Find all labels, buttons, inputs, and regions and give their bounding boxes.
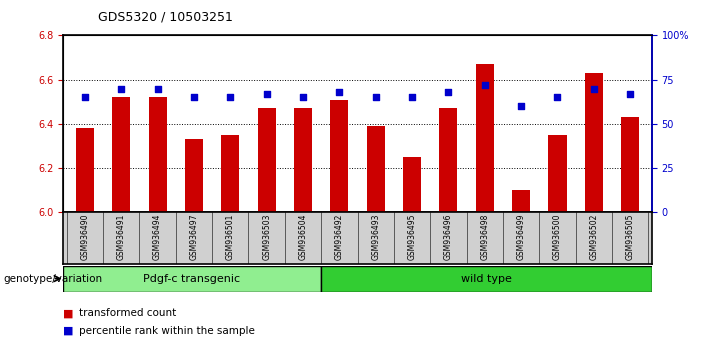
Text: transformed count: transformed count [79, 308, 176, 318]
Bar [512, 190, 530, 212]
Point [407, 95, 418, 100]
Point [334, 89, 345, 95]
Text: percentile rank within the sample: percentile rank within the sample [79, 326, 254, 336]
Text: Pdgf-c transgenic: Pdgf-c transgenic [143, 274, 240, 284]
Bar [149, 97, 167, 212]
Text: GSM936494: GSM936494 [153, 213, 162, 260]
Bar [403, 157, 421, 212]
Point [261, 91, 272, 97]
Point [552, 95, 563, 100]
FancyBboxPatch shape [63, 266, 320, 292]
Text: ■: ■ [63, 308, 74, 318]
Point [225, 95, 236, 100]
Text: GSM936504: GSM936504 [299, 213, 308, 260]
Point [370, 95, 381, 100]
Bar [330, 99, 348, 212]
Text: GDS5320 / 10503251: GDS5320 / 10503251 [98, 11, 233, 24]
Bar [112, 97, 130, 212]
Bar [294, 108, 312, 212]
Text: GSM936502: GSM936502 [590, 213, 598, 260]
Point [79, 95, 90, 100]
Bar [185, 139, 203, 212]
Bar [621, 117, 639, 212]
Text: wild type: wild type [461, 274, 512, 284]
Text: GSM936496: GSM936496 [444, 213, 453, 260]
Bar [76, 129, 94, 212]
Point [443, 89, 454, 95]
Bar [367, 126, 385, 212]
Point [297, 95, 308, 100]
Text: GSM936493: GSM936493 [372, 213, 380, 260]
Text: GSM936495: GSM936495 [407, 213, 416, 260]
FancyBboxPatch shape [320, 266, 652, 292]
Bar [257, 108, 275, 212]
Bar [222, 135, 239, 212]
Bar [585, 73, 603, 212]
Text: GSM936499: GSM936499 [517, 213, 526, 260]
Text: GSM936500: GSM936500 [553, 213, 562, 260]
Text: GSM936498: GSM936498 [480, 213, 489, 260]
Text: GSM936492: GSM936492 [335, 213, 343, 260]
Text: GSM936501: GSM936501 [226, 213, 235, 260]
Text: GSM936491: GSM936491 [117, 213, 125, 260]
Point [588, 86, 599, 91]
Text: GSM936490: GSM936490 [81, 213, 90, 260]
Text: ■: ■ [63, 326, 74, 336]
Point [479, 82, 490, 88]
Text: GSM936497: GSM936497 [189, 213, 198, 260]
Text: genotype/variation: genotype/variation [4, 274, 102, 284]
Point [116, 86, 127, 91]
Point [152, 86, 163, 91]
Point [625, 91, 636, 97]
Point [189, 95, 200, 100]
Bar [548, 135, 566, 212]
Text: GSM936503: GSM936503 [262, 213, 271, 260]
Point [515, 103, 526, 109]
Bar [476, 64, 494, 212]
Text: GSM936505: GSM936505 [625, 213, 634, 260]
Bar [440, 108, 458, 212]
